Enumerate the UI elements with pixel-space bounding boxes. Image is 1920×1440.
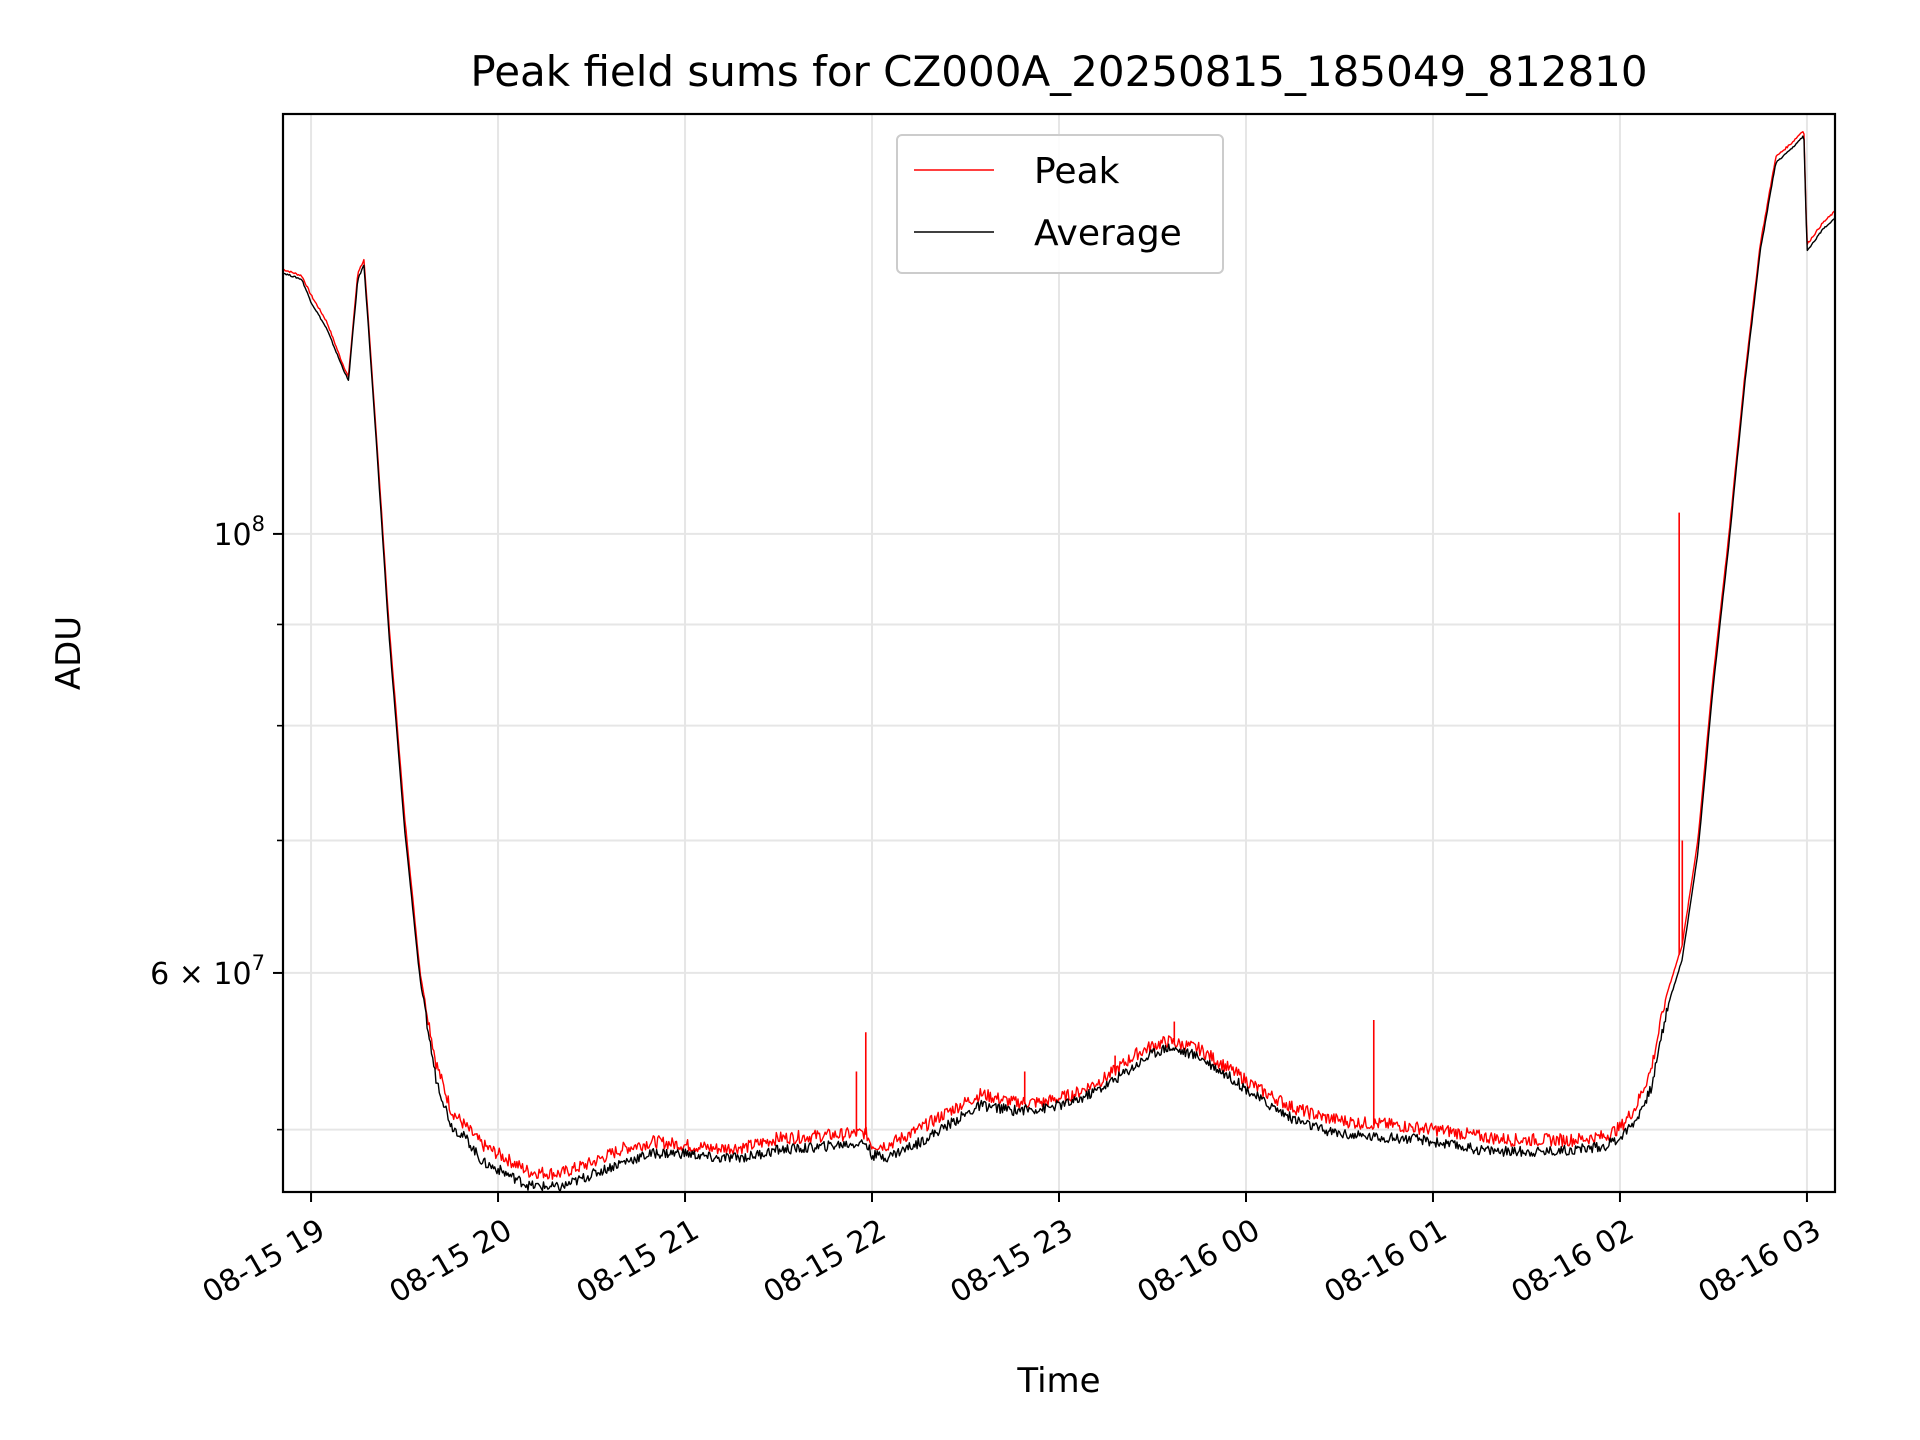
legend-label-average: Average [1034,213,1182,254]
series-line-peak [282,131,1835,1180]
y-tick-exponent: 8 [252,512,265,536]
x-axis-label: Time [1016,1361,1100,1401]
y-tick-label: 108 [213,512,265,553]
y-tick-exponent: 7 [252,951,265,975]
y-tick-base: 6 × 10 [150,957,251,992]
legend: Peak Average [896,134,1224,274]
series-layer [282,131,1836,1193]
y-axis-label: ADU [49,616,89,690]
grid [283,114,1835,1192]
y-tick-base: 10 [213,518,251,553]
tick-marks [273,532,1808,1202]
chart-title: Peak field sums for CZ000A_20250815_1850… [470,47,1647,96]
legend-label-peak: Peak [1034,151,1120,192]
y-tick-label: 6 × 107 [150,951,265,992]
series-line-average [282,135,1836,1193]
